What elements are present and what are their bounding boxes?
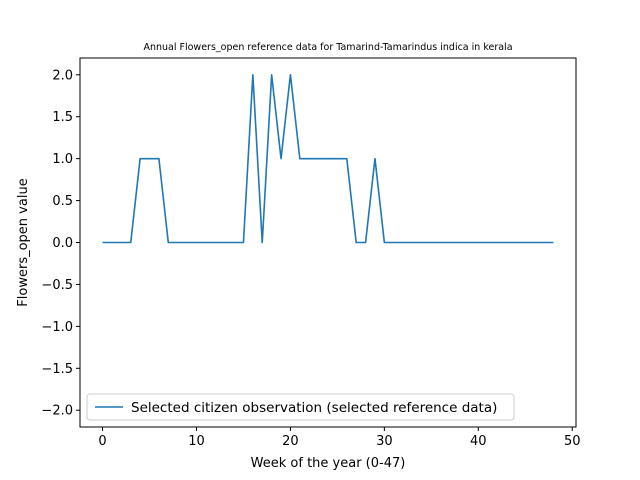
y-tick-label: 1.0: [52, 152, 73, 167]
y-tick-label: −0.5: [41, 278, 73, 293]
x-tick-label: 0: [98, 434, 106, 449]
series-line: [102, 73, 554, 244]
x-tick-label: 20: [282, 434, 299, 449]
y-tick-label: 0.5: [52, 194, 73, 209]
x-axis-label: Week of the year (0-47): [251, 456, 406, 471]
y-axis-ticks: −2.0 −1.5 −1.0 −0.5 0.0 0.5 1.0 1.5 2.0: [41, 68, 80, 419]
y-tick-label: 2.0: [52, 68, 73, 83]
y-tick-label: −1.5: [41, 362, 73, 377]
y-tick-label: −1.0: [41, 320, 73, 335]
legend: Selected citizen observation (selected r…: [86, 393, 515, 421]
legend-label: Selected citizen observation (selected r…: [131, 400, 497, 416]
y-axis-label: Flowers_open value: [16, 178, 31, 306]
x-tick-label: 50: [564, 434, 581, 449]
x-axis-ticks: 0 10 20 30 40 50: [98, 427, 581, 449]
y-tick-label: 1.5: [52, 110, 73, 125]
chart-title: Annual Flowers_open reference data for T…: [143, 42, 512, 53]
x-tick-label: 30: [376, 434, 393, 449]
y-tick-label: −2.0: [41, 404, 73, 419]
legend-box: [86, 393, 515, 421]
y-tick-label: 0.0: [52, 236, 73, 251]
x-tick-label: 10: [188, 434, 205, 449]
x-tick-label: 40: [470, 434, 487, 449]
plot-area: [102, 73, 554, 244]
